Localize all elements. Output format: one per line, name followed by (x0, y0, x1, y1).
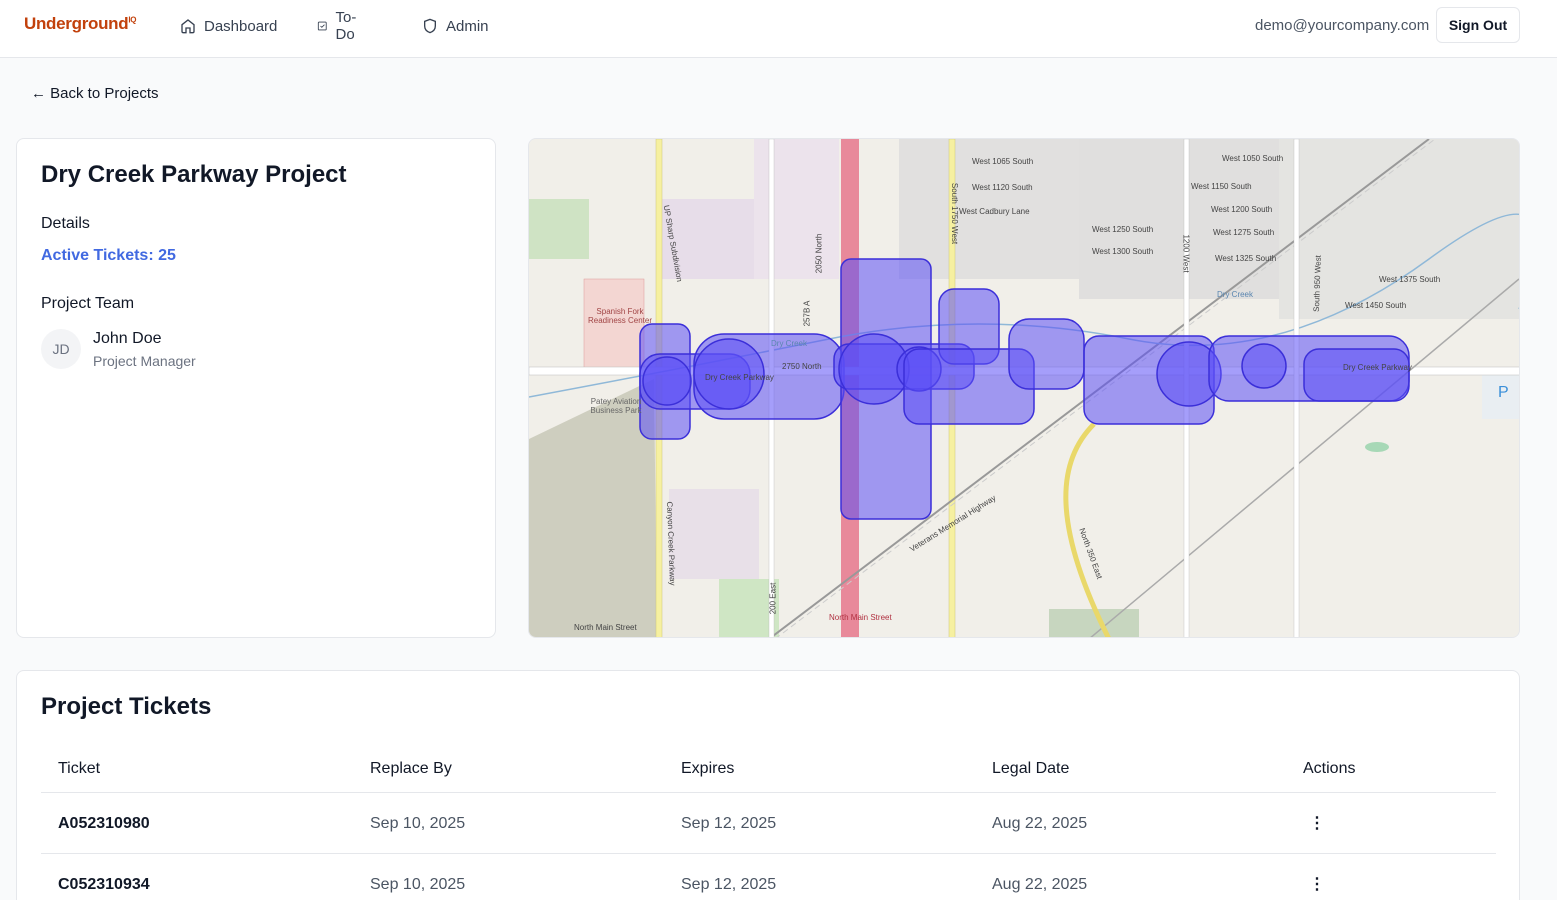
project-title: Dry Creek Parkway Project (41, 161, 347, 188)
project-map[interactable]: West 1065 South West 1120 South West Cad… (528, 138, 1520, 638)
map-label: 1200 West (1181, 234, 1191, 273)
nav-dashboard-label: Dashboard (204, 17, 278, 35)
map-canvas (529, 139, 1519, 637)
map-label: Dry Creek Parkway (1343, 363, 1412, 372)
column-header-replace-by: Replace By (370, 760, 452, 777)
top-navigation-bar: UndergroundIQ Dashboard To-Do Admin demo… (0, 0, 1557, 58)
map-label: West 1120 South (972, 183, 1033, 192)
map-label: North Main Street (829, 613, 892, 622)
team-member-role: Project Manager (93, 353, 196, 369)
column-header-actions: Actions (1303, 760, 1356, 777)
legal-date: Aug 22, 2025 (992, 815, 1088, 832)
ticket-id[interactable]: A052310980 (58, 815, 150, 832)
tickets-title: Project Tickets (41, 693, 212, 720)
project-details-card: Dry Creek Parkway Project Details Active… (16, 138, 496, 638)
ticket-id[interactable]: C052310934 (58, 876, 150, 893)
checkbox-icon (317, 21, 327, 31)
map-label: Dry Creek (771, 339, 808, 348)
map-label: West 1150 South (1191, 182, 1252, 191)
map-label: West 1375 South (1379, 275, 1441, 284)
map-label: 257B A (802, 300, 812, 327)
map-label: West 1250 South (1092, 225, 1154, 234)
expires-date: Sep 12, 2025 (681, 815, 777, 832)
replace-by-date: Sep 10, 2025 (370, 876, 466, 893)
map-label: North Main Street (574, 623, 637, 632)
shield-icon (424, 18, 436, 34)
legal-date: Aug 22, 2025 (992, 876, 1088, 893)
map-label: 2050 North (814, 233, 824, 274)
map-label: West Cadbury Lane (959, 207, 1030, 216)
map-label: West 1275 South (1213, 228, 1275, 237)
map-label: P (1498, 384, 1509, 401)
map-label: South 1750 West (950, 182, 960, 245)
home-icon (181, 19, 195, 34)
team-member-name: John Doe (93, 330, 162, 347)
active-tickets-link[interactable]: Active Tickets: 25 (41, 247, 176, 264)
map-label: West 1065 South (972, 157, 1034, 166)
project-team-heading: Project Team (41, 295, 135, 312)
table-row[interactable]: C052310934 Sep 10, 2025 Sep 12, 2025 Aug… (41, 854, 1496, 900)
map-label: Spanish Fork Readiness Center (587, 307, 653, 325)
map-label: West 1050 South (1222, 154, 1284, 163)
map-label: 200 East (768, 582, 778, 615)
nav-admin[interactable]: Admin (422, 16, 489, 36)
row-actions-menu-icon[interactable]: ⋮ (1307, 872, 1327, 896)
user-email: demo@yourcompany.com (1255, 17, 1430, 34)
expires-date: Sep 12, 2025 (681, 876, 777, 893)
table-row[interactable]: A052310980 Sep 10, 2025 Sep 12, 2025 Aug… (41, 793, 1496, 854)
sign-out-button[interactable]: Sign Out (1436, 7, 1520, 43)
details-heading: Details (41, 215, 90, 232)
nav-admin-label: Admin (446, 17, 489, 35)
map-label: Dry Creek Parkway (705, 373, 774, 382)
back-to-projects-link[interactable]: ← Back to Projects (31, 85, 159, 102)
nav-todo-label: To-Do (335, 9, 357, 43)
nav-dashboard[interactable]: Dashboard (180, 16, 277, 36)
column-header-expires: Expires (681, 760, 735, 777)
column-header-legal-date: Legal Date (992, 760, 1070, 777)
app-logo[interactable]: UndergroundIQ (24, 14, 137, 33)
row-actions-menu-icon[interactable]: ⋮ (1307, 811, 1327, 835)
replace-by-date: Sep 10, 2025 (370, 815, 466, 832)
column-header-ticket: Ticket (58, 760, 101, 777)
project-tickets-card: Project Tickets Ticket Replace By Expire… (16, 670, 1520, 900)
map-label: 2750 North (782, 362, 822, 371)
nav-todo[interactable]: To-Do (317, 9, 362, 43)
table-header-row: Ticket Replace By Expires Legal Date Act… (41, 747, 1496, 793)
map-label: West 1300 South (1092, 247, 1154, 256)
map-label: West 1325 South (1215, 254, 1277, 263)
map-label: West 1450 South (1345, 301, 1407, 310)
map-label: West 1200 South (1211, 205, 1273, 214)
map-label: Patey Aviation Business Park (590, 397, 642, 415)
avatar: JD (41, 329, 81, 369)
tickets-table: Ticket Replace By Expires Legal Date Act… (41, 747, 1496, 900)
map-label: Dry Creek (1217, 290, 1254, 299)
